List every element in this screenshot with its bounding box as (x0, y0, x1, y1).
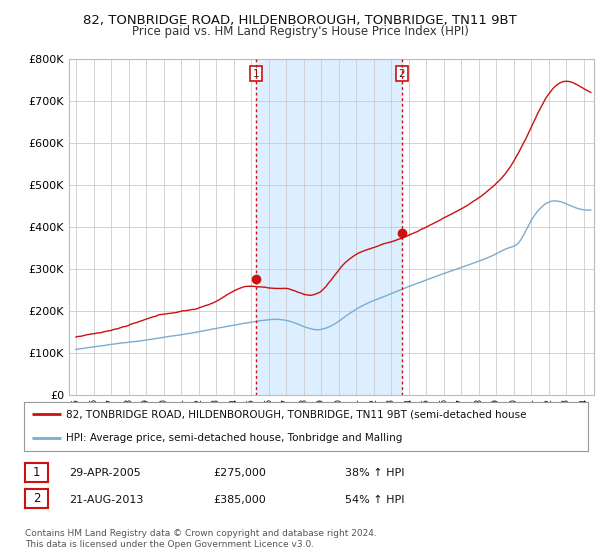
Text: 1: 1 (33, 466, 40, 479)
Text: 21-AUG-2013: 21-AUG-2013 (69, 494, 143, 505)
Text: 2: 2 (33, 492, 40, 506)
Text: Contains HM Land Registry data © Crown copyright and database right 2024.
This d: Contains HM Land Registry data © Crown c… (25, 529, 377, 549)
Text: 1: 1 (253, 69, 259, 79)
Text: HPI: Average price, semi-detached house, Tonbridge and Malling: HPI: Average price, semi-detached house,… (66, 433, 403, 443)
Text: 2: 2 (398, 69, 405, 79)
Bar (256, 59, 402, 395)
Text: 82, TONBRIDGE ROAD, HILDENBOROUGH, TONBRIDGE, TN11 9BT: 82, TONBRIDGE ROAD, HILDENBOROUGH, TONBR… (83, 14, 517, 27)
Text: £385,000: £385,000 (213, 494, 266, 505)
Text: 54% ↑ HPI: 54% ↑ HPI (345, 494, 404, 505)
Text: Price paid vs. HM Land Registry's House Price Index (HPI): Price paid vs. HM Land Registry's House … (131, 25, 469, 38)
Text: 82, TONBRIDGE ROAD, HILDENBOROUGH, TONBRIDGE, TN11 9BT (semi-detached house: 82, TONBRIDGE ROAD, HILDENBOROUGH, TONBR… (66, 409, 527, 419)
Text: 29-APR-2005: 29-APR-2005 (69, 468, 141, 478)
Text: £275,000: £275,000 (213, 468, 266, 478)
Text: 38% ↑ HPI: 38% ↑ HPI (345, 468, 404, 478)
